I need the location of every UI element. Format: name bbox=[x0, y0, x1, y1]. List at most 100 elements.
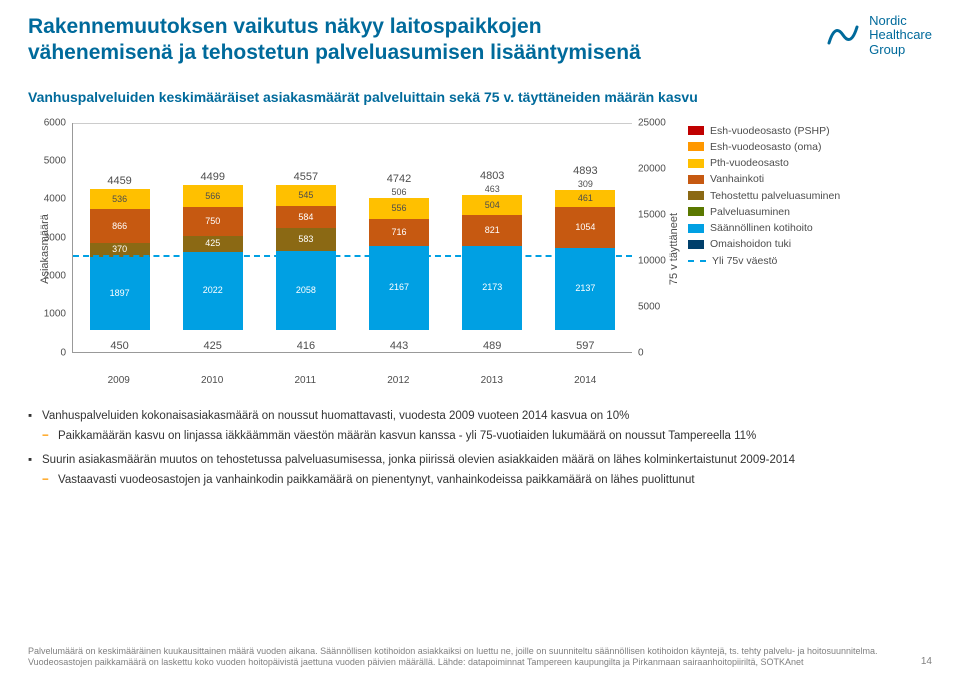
legend-item: Esh-vuodeosasto (oma) bbox=[688, 139, 840, 155]
bar-total-label: 4459 bbox=[107, 175, 131, 187]
bar-segment: 545 bbox=[276, 185, 336, 206]
x-tick-label: 2009 bbox=[108, 375, 130, 386]
bar-segment: 2173 bbox=[462, 246, 522, 329]
legend-label: Yli 75v väestö bbox=[712, 253, 777, 269]
bar-segment: 583 bbox=[276, 228, 336, 250]
legend-label: Tehostettu palveluasuminen bbox=[710, 188, 840, 204]
bar-segment: 716 bbox=[369, 219, 429, 246]
bar-segment: 425 bbox=[183, 236, 243, 252]
bar-segment: 370 bbox=[90, 243, 150, 257]
bar-segment: 2022 bbox=[183, 252, 243, 330]
y-axis-right-label: 75 v täyttäneet bbox=[668, 212, 680, 284]
legend-label: Esh-vuodeosasto (oma) bbox=[710, 139, 821, 155]
bar-segment: 2058 bbox=[276, 251, 336, 330]
detached-value: 425 bbox=[204, 340, 222, 352]
logo-line: Nordic bbox=[869, 14, 932, 28]
bullet-item: Suurin asiakasmäärän muutos on tehostetu… bbox=[28, 452, 932, 488]
x-axis-labels: 2009 2010 2011 2012 2013 2014 bbox=[72, 375, 632, 386]
bar-column: 4459 1897370866536 450 bbox=[90, 175, 150, 352]
legend-swatch bbox=[688, 240, 704, 249]
bar-column: 48034632173821504489 bbox=[462, 170, 522, 351]
bar-segment: 2167 bbox=[369, 246, 429, 329]
sub-bullet-item: Vastaavasti vuodeosastojen ja vanhainkod… bbox=[42, 472, 932, 488]
bar-segment: 821 bbox=[462, 215, 522, 246]
bar-column: 489330921371054461597 bbox=[555, 165, 615, 352]
legend-swatch bbox=[688, 191, 704, 200]
legend-swatch bbox=[688, 142, 704, 151]
bar-segment: 866 bbox=[90, 209, 150, 242]
legend-label: Omaishoidon tuki bbox=[710, 236, 791, 252]
logo-line: Group bbox=[869, 43, 932, 57]
legend-label: Säännöllinen kotihoito bbox=[710, 220, 813, 236]
x-tick-label: 2014 bbox=[574, 375, 596, 386]
bar-column: 44992022425750566425 bbox=[183, 171, 243, 351]
y-tick-left: 4000 bbox=[44, 194, 66, 205]
y-tick-right: 10000 bbox=[638, 255, 666, 266]
legend-item: Pth-vuodeosasto bbox=[688, 155, 840, 171]
bar-segment: 461 bbox=[555, 190, 615, 208]
bar-column: 4742 506 2167716556 443 bbox=[369, 173, 429, 352]
detached-value: 597 bbox=[576, 340, 594, 352]
y-axis-left: Asiakasmäärä 0100020003000400050006000 bbox=[28, 123, 68, 353]
bar-total-label: 4499 bbox=[200, 171, 224, 183]
legend-item: Säännöllinen kotihoito bbox=[688, 220, 840, 236]
detached-value: 450 bbox=[110, 340, 128, 352]
bar-total-label: 4557 bbox=[294, 171, 318, 183]
legend-item: Omaishoidon tuki bbox=[688, 236, 840, 252]
bar-segment: 556 bbox=[369, 198, 429, 219]
bar-segment: 1897 bbox=[90, 257, 150, 330]
legend-swatch-dashed bbox=[688, 260, 706, 262]
bar-segment: 750 bbox=[183, 207, 243, 236]
bar-total-label: 4742 bbox=[387, 173, 411, 185]
stacked-bar-chart: Asiakasmäärä 0100020003000400050006000 4… bbox=[28, 123, 932, 353]
legend-swatch bbox=[688, 207, 704, 216]
x-tick-label: 2011 bbox=[295, 375, 317, 386]
legend-item: Yli 75v väestö bbox=[688, 253, 840, 269]
bar-extra-label: 506 bbox=[392, 187, 407, 197]
page-title: Rakennemuutoksen vaikutus näkyy laitospa… bbox=[28, 14, 668, 67]
y-tick-right: 15000 bbox=[638, 209, 666, 220]
y-tick-left: 5000 bbox=[44, 155, 66, 166]
legend-swatch bbox=[688, 159, 704, 168]
legend-label: Palveluasuminen bbox=[710, 204, 790, 220]
chart-legend: Esh-vuodeosasto (PSHP)Esh-vuodeosasto (o… bbox=[688, 123, 840, 353]
y-tick-right: 20000 bbox=[638, 163, 666, 174]
legend-swatch bbox=[688, 126, 704, 135]
bar-segment: 1054 bbox=[555, 207, 615, 247]
legend-item: Tehostettu palveluasuminen bbox=[688, 188, 840, 204]
logo-line: Healthcare bbox=[869, 28, 932, 42]
legend-label: Esh-vuodeosasto (PSHP) bbox=[710, 123, 830, 139]
footnote-text: Palvelumäärä on keskimääräinen kuukausit… bbox=[28, 646, 932, 669]
legend-item: Palveluasuminen bbox=[688, 204, 840, 220]
detached-value: 443 bbox=[390, 340, 408, 352]
legend-label: Pth-vuodeosasto bbox=[710, 155, 789, 171]
bar-segment: 504 bbox=[462, 195, 522, 214]
y-tick-left: 0 bbox=[60, 347, 66, 358]
page-number: 14 bbox=[921, 656, 932, 669]
y-axis-right: 75 v täyttäneet 050001000015000200002500… bbox=[636, 123, 684, 353]
chart-subtitle: Vanhuspalveluiden keskimääräiset asiakas… bbox=[28, 89, 932, 105]
y-tick-left: 6000 bbox=[44, 117, 66, 128]
x-tick-label: 2013 bbox=[481, 375, 503, 386]
x-tick-label: 2012 bbox=[387, 375, 409, 386]
y-tick-left: 3000 bbox=[44, 232, 66, 243]
y-tick-right: 5000 bbox=[638, 301, 660, 312]
bullet-item: Vanhuspalveluiden kokonaisasiakasmäärä o… bbox=[28, 408, 932, 444]
y-tick-left: 2000 bbox=[44, 270, 66, 281]
bar-segment: 536 bbox=[90, 189, 150, 210]
y-tick-right: 0 bbox=[638, 347, 644, 358]
brand-logo: Nordic Healthcare Group bbox=[825, 14, 932, 57]
legend-item: Vanhainkoti bbox=[688, 171, 840, 187]
legend-label: Vanhainkoti bbox=[710, 171, 764, 187]
legend-swatch bbox=[688, 224, 704, 233]
legend-swatch bbox=[688, 175, 704, 184]
sub-bullet-item: Paikkamäärän kasvu on linjassa iäkkäämmä… bbox=[42, 428, 932, 444]
bar-segment: 584 bbox=[276, 206, 336, 228]
bar-total-label: 4803 bbox=[480, 170, 504, 182]
plot-area: 4459189737086653645044992022425750566425… bbox=[72, 123, 632, 353]
detached-value: 416 bbox=[297, 340, 315, 352]
x-tick-label: 2010 bbox=[201, 375, 223, 386]
bar-total-label: 4893 bbox=[573, 165, 597, 177]
bar-extra-label: 309 bbox=[578, 179, 593, 189]
y-tick-left: 1000 bbox=[44, 309, 66, 320]
